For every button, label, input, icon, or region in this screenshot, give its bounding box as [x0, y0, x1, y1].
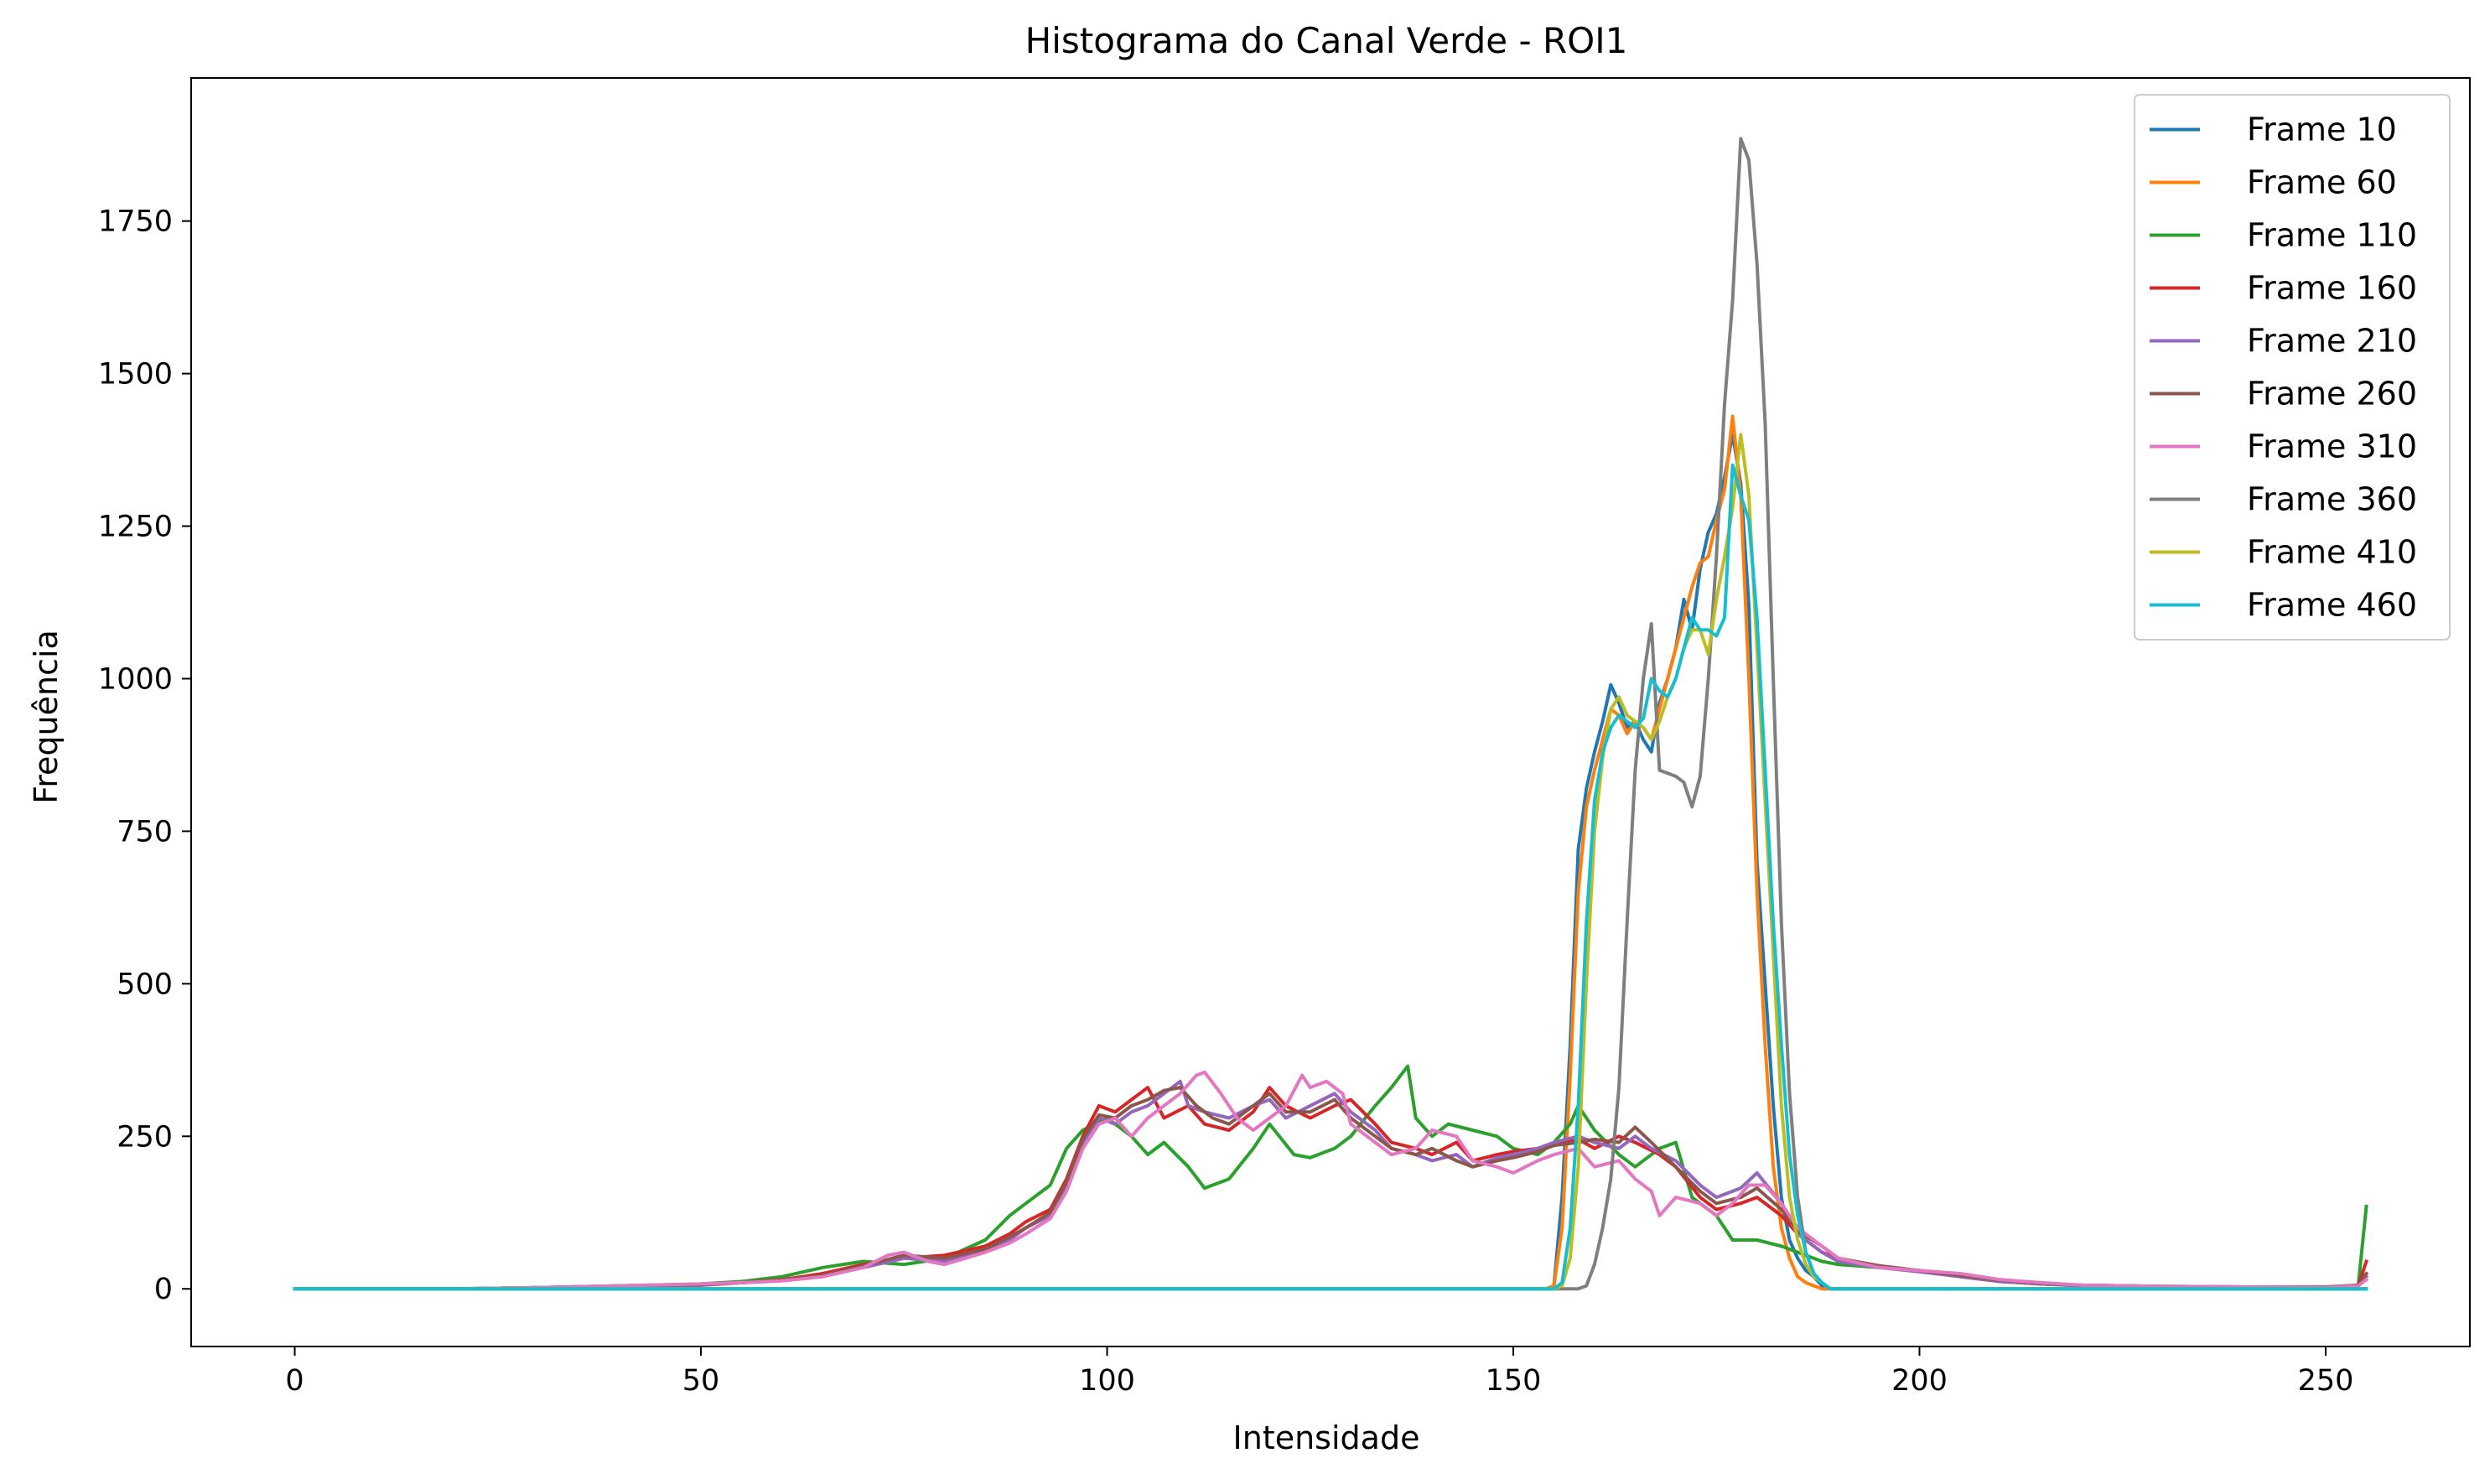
- x-tick-label: 50: [682, 1364, 720, 1398]
- legend-label-frame-460: Frame 460: [2247, 587, 2417, 624]
- y-tick-label: 0: [154, 1273, 173, 1306]
- y-tick-label: 1000: [98, 662, 173, 696]
- series-line-frame-60: [293, 414, 2368, 1291]
- axes: 0 50 100 150 200 250 0 250 500 750 1000 1250 1500 175…: [98, 77, 2471, 1398]
- series-line-frame-460: [293, 463, 2368, 1291]
- legend-label-frame-310: Frame 310: [2247, 428, 2417, 465]
- series-line-frame-410: [293, 433, 2368, 1291]
- legend-label-frame-360: Frame 360: [2247, 481, 2417, 518]
- y-tick-label: 750: [117, 815, 173, 848]
- x-tick-label: 0: [285, 1364, 303, 1398]
- legend-label-frame-410: Frame 410: [2247, 534, 2417, 571]
- x-axis-label: Intensidade: [1233, 1419, 1420, 1456]
- y-tick-label: 1500: [98, 358, 173, 392]
- y-tick-label: 1250: [98, 511, 173, 544]
- x-tick-label: 200: [1891, 1364, 1948, 1398]
- legend-label-frame-10: Frame 10: [2247, 112, 2397, 148]
- legend: Frame 10 Frame 60 Frame 110 Frame 160 Frame …: [2134, 94, 2451, 641]
- x-tick-label: 250: [2298, 1364, 2354, 1398]
- y-axis-label: Frequência: [28, 630, 65, 804]
- legend-label-frame-260: Frame 260: [2247, 376, 2417, 413]
- y-tick-label: 500: [117, 968, 173, 1001]
- series-lines: [293, 137, 2369, 1291]
- series-line-frame-360: [293, 137, 2368, 1291]
- chart-title: Histograma do Canal Verde - ROI1: [1025, 20, 1628, 61]
- legend-label-frame-210: Frame 210: [2247, 323, 2417, 360]
- series-line-frame-110: [293, 1064, 2368, 1291]
- plot-frame: [190, 77, 2471, 1347]
- series-line-frame-10: [293, 433, 2368, 1291]
- y-tick-label: 250: [117, 1120, 173, 1154]
- legend-box: [2134, 94, 2451, 641]
- x-tick-label: 150: [1486, 1364, 1542, 1398]
- y-tick-label: 1750: [98, 205, 173, 239]
- legend-label-frame-160: Frame 160: [2247, 270, 2417, 307]
- legend-label-frame-110: Frame 110: [2247, 217, 2417, 254]
- series-line-frame-310: [293, 1070, 2369, 1291]
- x-tick-label: 100: [1079, 1364, 1135, 1398]
- legend-label-frame-60: Frame 60: [2247, 164, 2397, 201]
